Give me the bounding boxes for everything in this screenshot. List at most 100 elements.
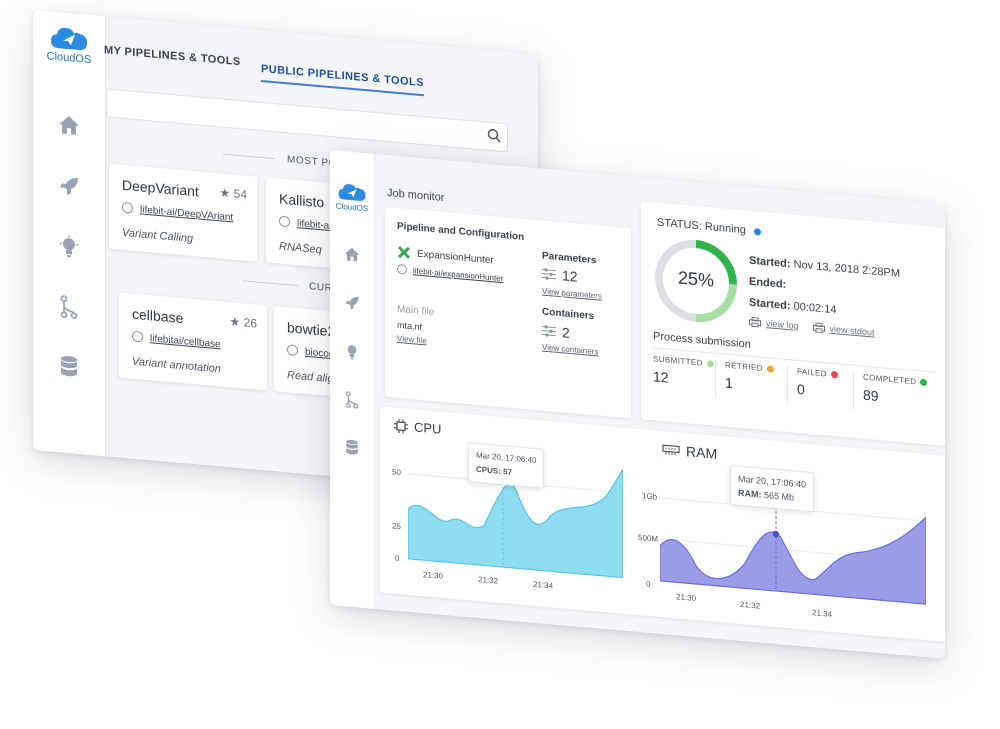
pipeline-repo-link[interactable]: lifebit-ai/expansionHunter: [413, 265, 504, 283]
stat-label: SUBMITTED: [653, 354, 703, 368]
pipelines-window: CloudOS MY PIPELINES & TOOLS PUBLIC PIPE…: [33, 10, 538, 495]
logo-label: CloudOS: [335, 201, 369, 214]
ram-x-tick: 21:30: [676, 592, 697, 604]
view-log-label: view log: [766, 318, 799, 331]
star-icon: ★: [219, 185, 231, 201]
sidebar: CloudOS: [33, 10, 106, 457]
view-containers-link[interactable]: View containers: [542, 342, 599, 357]
star-count: ★ 54: [219, 185, 247, 202]
main-file-label: Main file: [397, 303, 435, 319]
card-title: bowtie2: [287, 319, 336, 340]
ram-tooltip-label: RAM:: [738, 487, 762, 500]
ram-title: RAM: [686, 443, 718, 462]
view-parameters-link[interactable]: View parameters: [542, 286, 602, 301]
search-bar[interactable]: [106, 88, 508, 153]
nav-pipelines[interactable]: [33, 172, 105, 200]
card-description: Variant annotation: [132, 355, 221, 376]
cloudos-logo[interactable]: CloudOS: [33, 22, 105, 67]
view-log-button[interactable]: view log: [749, 316, 799, 331]
status-dot-icon: [766, 365, 774, 373]
parameters-count-row: 12: [542, 266, 578, 285]
ram-tooltip: Mar 20, 17:06:40 RAM: 565 Mb: [730, 464, 815, 513]
github-icon: [397, 263, 407, 275]
status-row: STATUS: Running: [657, 217, 761, 238]
duration-value: 00:02:14: [793, 300, 837, 317]
cloud-logo-icon: [338, 184, 366, 201]
database-icon: [346, 439, 358, 455]
parameters-count: 12: [562, 267, 578, 285]
star-icon: ★: [229, 314, 241, 330]
ram-y-tick: 500M: [638, 532, 659, 544]
status-dot-icon: [830, 370, 838, 379]
stat-label: RETRIED: [725, 360, 763, 373]
divider: [223, 153, 275, 160]
sidebar: CloudOS: [330, 150, 375, 609]
ram-icon: [662, 444, 680, 456]
card-description: RNASeq: [279, 240, 322, 257]
pipeline-card[interactable]: DeepVariant ★ 54 lifebit-ai/DeepVAriant …: [109, 163, 257, 262]
stat-value: 89: [863, 386, 879, 404]
containers-count: 2: [562, 324, 570, 341]
ram-tooltip-value: 565 Mb: [764, 489, 795, 503]
cloud-logo-icon: [51, 27, 87, 51]
printer-icon: [749, 316, 761, 328]
card-description: Variant Calling: [122, 226, 194, 246]
star-count: ★ 26: [229, 314, 257, 331]
job-monitor-window: CloudOS Job monitor Pipeline and Configu…: [330, 150, 945, 659]
cpu-x-tick: 21:34: [533, 579, 554, 591]
pipeline-card[interactable]: cellbase ★ 26 lifebitai/cellbase Variant…: [119, 292, 267, 391]
ended-label: Ended:: [749, 275, 787, 291]
cpu-y-tick: 50: [392, 467, 401, 478]
view-file-link[interactable]: View file: [397, 333, 427, 346]
started-value: Nov 13, 2018 2:28PM: [793, 258, 901, 280]
status-label: STATUS: Running: [657, 216, 746, 237]
card-title: cellbase: [132, 305, 184, 327]
status-dot-icon: [706, 359, 714, 368]
git-branch-icon: [345, 391, 359, 409]
lightbulb-icon: [347, 345, 357, 360]
nav-data[interactable]: [330, 437, 374, 459]
stat-value: 12: [653, 368, 669, 386]
cpu-title-row: CPU: [394, 418, 441, 437]
repo-link[interactable]: lifebitai/cellbase: [132, 332, 221, 350]
nav-workflows[interactable]: [33, 292, 105, 322]
page-title: Job monitor: [387, 186, 445, 205]
cpu-x-tick: 21:30: [423, 570, 444, 581]
home-icon: [59, 116, 79, 135]
nav-pipelines[interactable]: [330, 293, 374, 313]
tab-my-pipelines[interactable]: MY PIPELINES & TOOLS: [104, 44, 241, 69]
cloudos-logo[interactable]: CloudOS: [330, 180, 374, 214]
repo-link[interactable]: lifebit-ai/DeepVAriant: [122, 203, 233, 223]
stat-label: FAILED: [797, 366, 827, 379]
printer-icon: [812, 322, 825, 334]
nav-ideas[interactable]: [330, 341, 374, 363]
pipeline-config-panel: Pipeline and Configuration ExpansionHunt…: [385, 206, 631, 419]
stat-value: 0: [797, 380, 805, 398]
containers-count-row: 2: [542, 323, 570, 341]
logo-label: CloudOS: [46, 50, 92, 67]
nav-home[interactable]: [330, 245, 374, 264]
nav-workflows[interactable]: [330, 389, 374, 411]
ram-y-tick: 1Gb: [642, 491, 658, 502]
view-stdout-label: view stdout: [829, 323, 875, 338]
progress-donut: [655, 239, 737, 323]
duration-label: Started:: [749, 296, 791, 313]
cpu-title: CPU: [414, 419, 442, 437]
nav-ideas[interactable]: [33, 232, 105, 262]
lightbulb-icon: [60, 235, 78, 258]
ram-area: [660, 515, 926, 605]
timing-info: Started: Nov 13, 2018 2:28PM Ended: Star…: [749, 251, 900, 327]
nav-data[interactable]: [33, 352, 105, 382]
nav-home[interactable]: [33, 112, 105, 138]
view-stdout-button[interactable]: view stdout: [812, 322, 875, 338]
parameters-label: Parameters: [542, 250, 597, 267]
cpu-x-tick: 21:32: [478, 574, 499, 586]
stat-failed: FAILED 0: [797, 367, 838, 409]
containers-label: Containers: [542, 306, 595, 323]
tab-public-pipelines[interactable]: PUBLIC PIPELINES & TOOLS: [261, 62, 424, 97]
cpu-tooltip: Mar 20, 17:06:40 CPUS: 57: [468, 442, 545, 489]
cpu-icon: [394, 418, 408, 433]
panel-heading: Pipeline and Configuration: [397, 220, 525, 243]
cpu-area: [408, 467, 623, 579]
pipeline-x-icon: [397, 246, 411, 259]
